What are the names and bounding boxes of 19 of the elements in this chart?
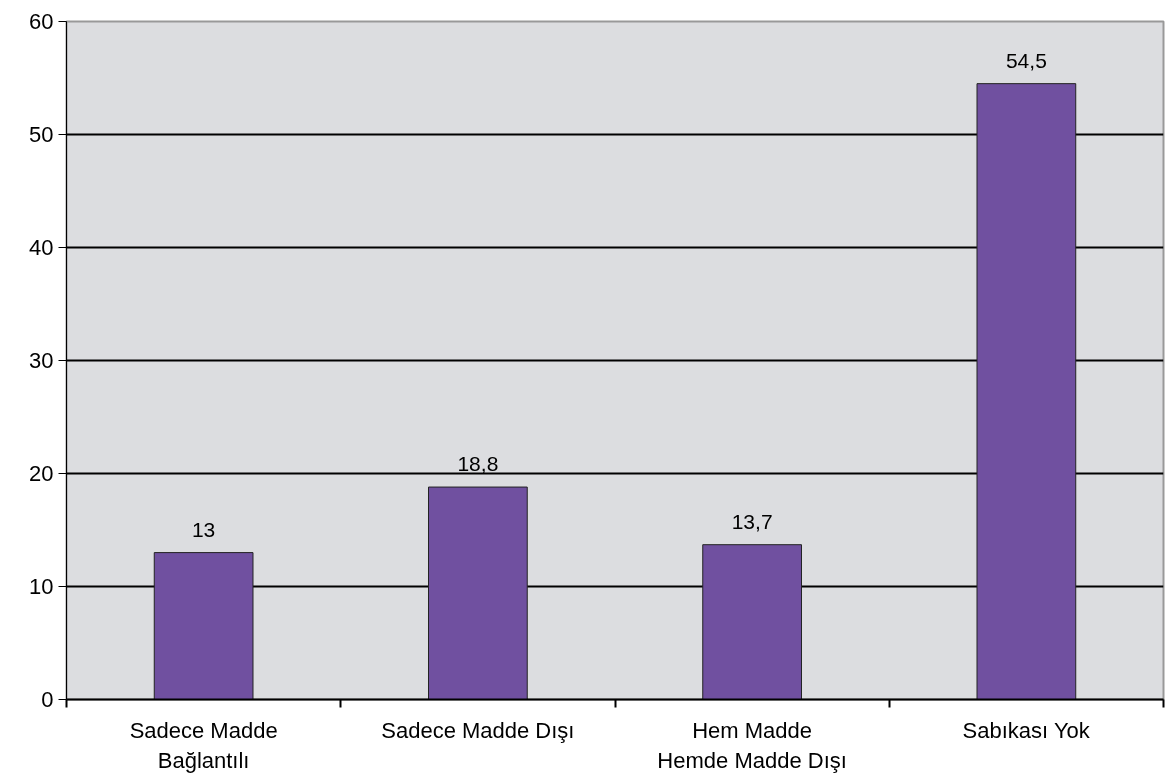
x-tick-label: Sadece Madde Dışı	[381, 717, 575, 743]
x-tick-label: Sadece Madde Bağlantılı	[129, 717, 278, 773]
x-tick-label: Hem Madde Hemde Madde Dışı	[657, 717, 847, 773]
y-tick-label: 10	[29, 574, 54, 599]
y-tick-label: 50	[29, 122, 54, 147]
x-tick-label: Sabıkası Yok	[962, 717, 1091, 743]
y-tick-label: 20	[29, 461, 54, 486]
y-tick-label: 60	[29, 9, 54, 34]
bar	[153, 552, 254, 700]
data-label: 54,5	[1005, 48, 1047, 72]
data-label: 13,7	[731, 509, 773, 533]
y-tick-label: 30	[29, 348, 54, 373]
y-tick-label: 40	[29, 235, 54, 260]
bar	[428, 486, 528, 700]
bar	[702, 544, 802, 700]
data-label: 13	[191, 517, 216, 541]
y-tick-label: 0	[41, 687, 54, 712]
data-label: 18,8	[457, 452, 499, 476]
bar	[976, 83, 1077, 700]
